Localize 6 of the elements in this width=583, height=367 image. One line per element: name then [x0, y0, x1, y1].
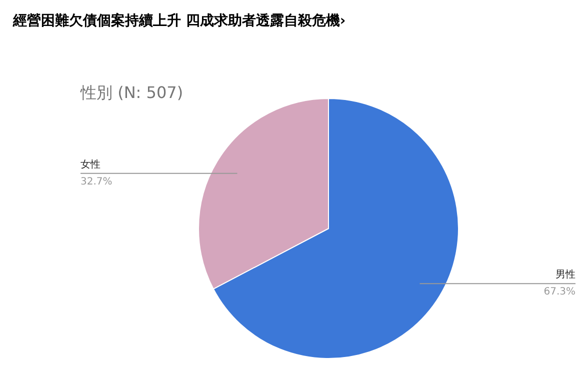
data-label: 67.3%: [544, 286, 576, 298]
slice-label: 男性: [556, 268, 576, 281]
slice-label: 女性: [80, 158, 100, 170]
chart-title: 經營困難欠債個案持續上升 四成求助者透露自殺危機›: [13, 12, 346, 31]
chart-subtitle: 性別 (N: 507): [80, 83, 184, 102]
data-label: 32.7%: [80, 176, 112, 188]
